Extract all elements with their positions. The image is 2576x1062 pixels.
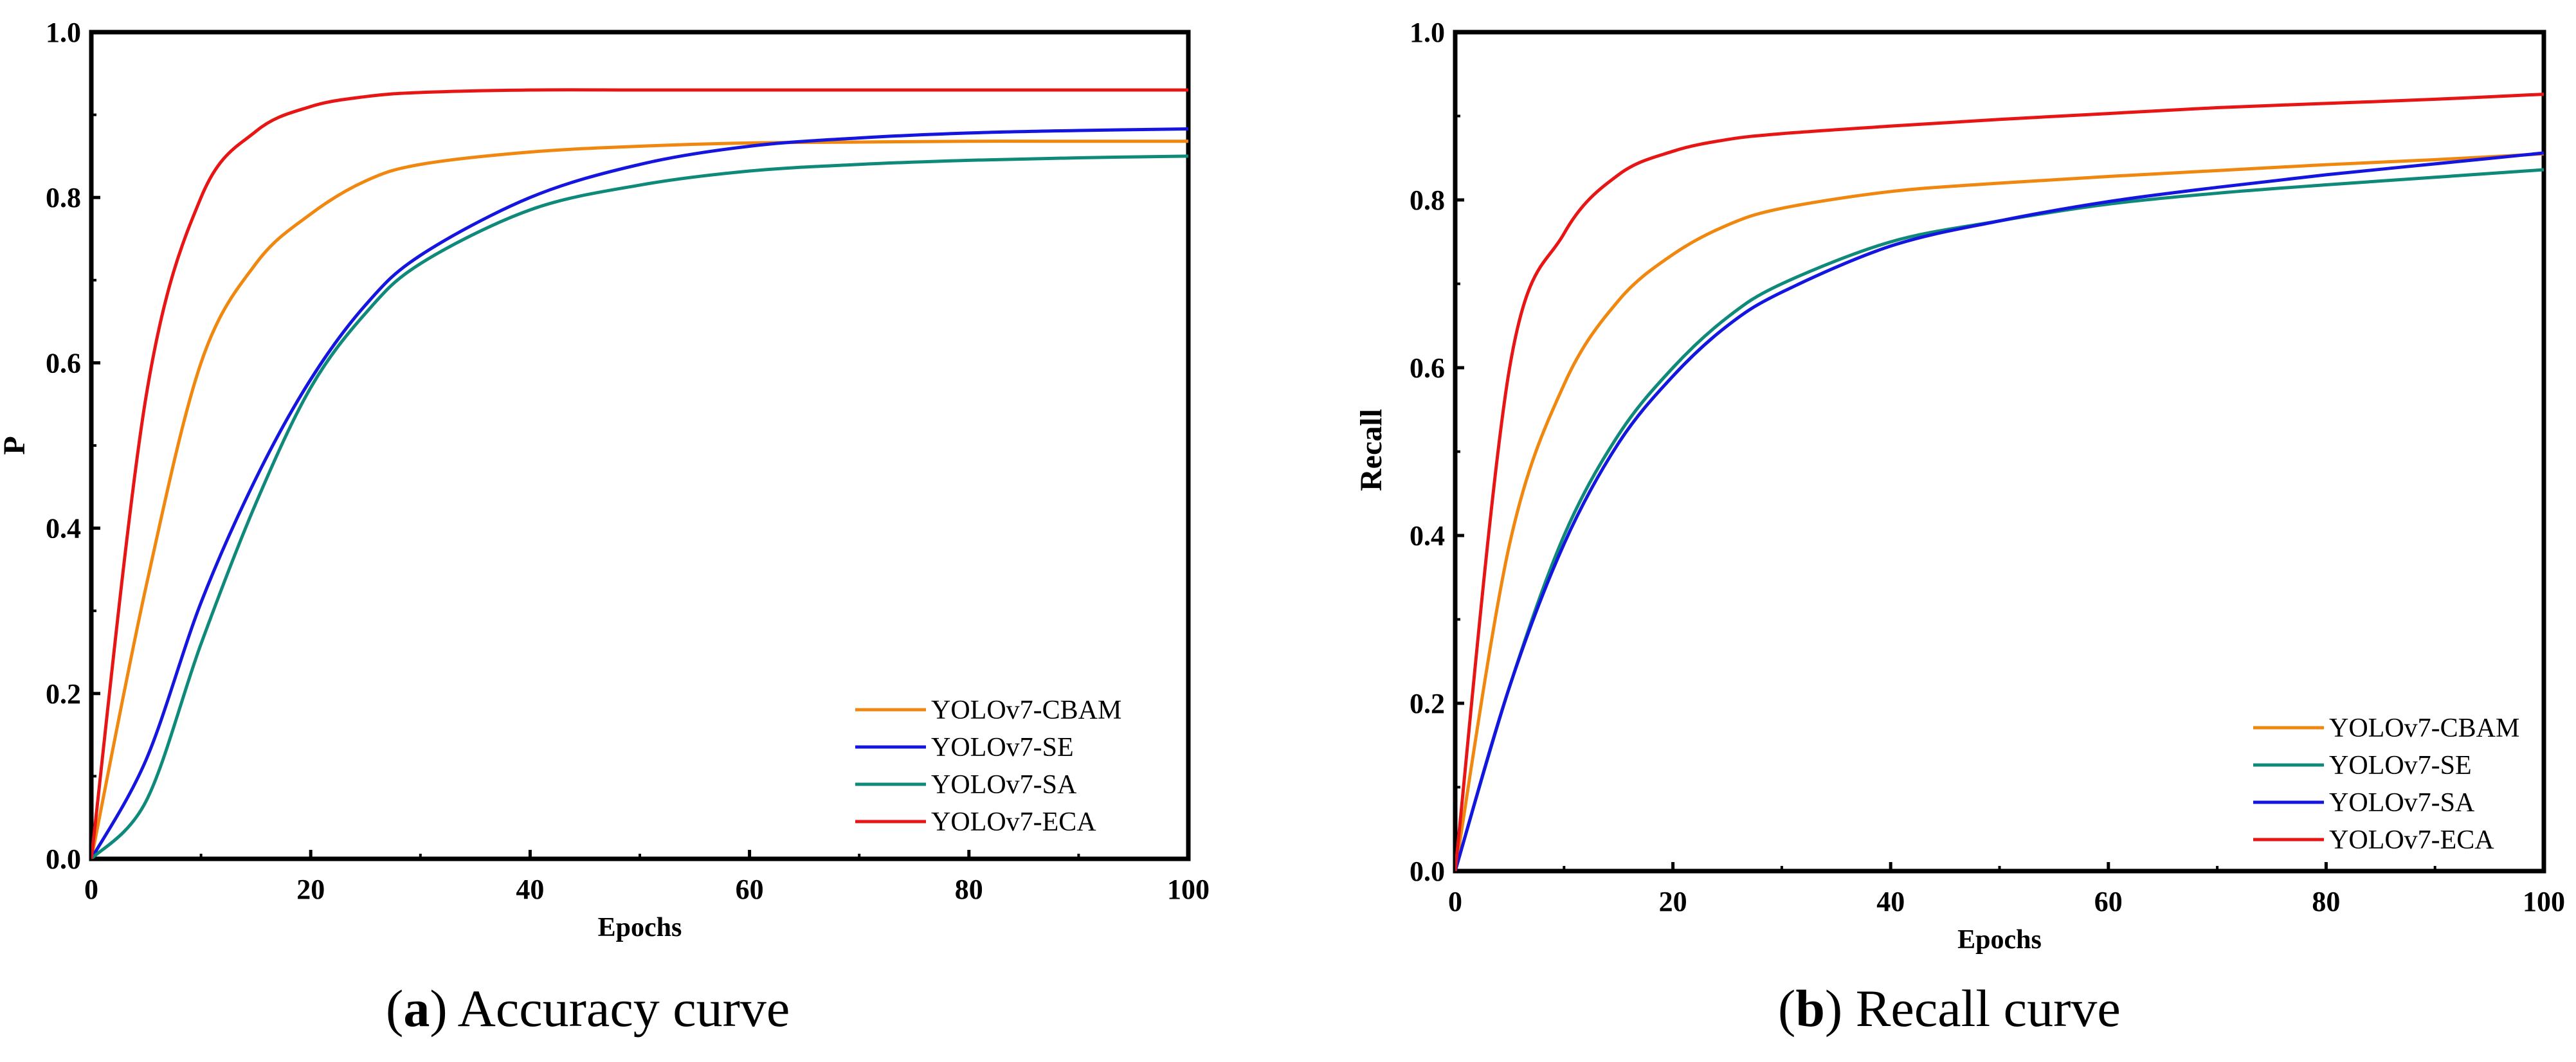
x-tick-label: 20: [1659, 886, 1687, 917]
x-tick-label: 60: [2094, 886, 2123, 917]
legend-label: YOLOv7-SE: [931, 733, 1074, 762]
x-tick-label: 60: [736, 874, 764, 905]
x-tick-label: 0: [84, 874, 98, 905]
caption-a-text: Accuracy curve: [457, 979, 790, 1038]
y-tick-label: 0.0: [46, 843, 81, 875]
caption-b-text: Recall curve: [1855, 979, 2121, 1038]
series-line-yolov7-cbam: [91, 140, 1188, 859]
series-line-yolov7-sa: [1455, 151, 2544, 871]
x-axis-label: Epochs: [598, 913, 682, 942]
y-tick-label: 0.0: [1410, 856, 1445, 887]
legend-label: YOLOv7-SA: [2329, 788, 2475, 818]
legend-label: YOLOv7-ECA: [2329, 825, 2494, 855]
x-tick-label: 40: [516, 874, 544, 905]
legend-label: YOLOv7-ECA: [931, 807, 1096, 837]
x-tick-label: 80: [2312, 886, 2340, 917]
chart-b: 0 20 40 60 80 100 0.0 0.2 0.4 0.6 0.8 1.0 Epochs Reca…: [1354, 17, 2565, 955]
series-line-yolov7-cbam: [1455, 152, 2544, 871]
x-tick-label: 40: [1876, 886, 1905, 917]
caption-b-letter: b: [1795, 979, 1825, 1038]
series-line-yolov7-sa: [91, 154, 1188, 859]
x-tick-label: 20: [296, 874, 325, 905]
x-tick-label: 100: [1167, 874, 1210, 905]
series-line-yolov7-se: [91, 127, 1188, 859]
caption-a: (a) Accuracy curve: [386, 979, 790, 1038]
y-tick-label: 0.8: [46, 182, 81, 213]
y-tick-label: 0.6: [1410, 352, 1445, 384]
series-line-yolov7-eca: [1455, 93, 2544, 871]
y-axis-label: P: [0, 436, 32, 455]
y-tick-label: 1.0: [1410, 17, 1445, 48]
caption-a-letter: a: [403, 979, 430, 1038]
legend-label: YOLOv7-CBAM: [2329, 714, 2519, 743]
legend-label: YOLOv7-SE: [2329, 751, 2472, 780]
legend-label: YOLOv7-CBAM: [931, 696, 1121, 725]
x-axis-label: Epochs: [1957, 925, 2042, 955]
y-tick-label: 0.2: [46, 678, 81, 710]
y-tick-label: 0.2: [1410, 688, 1445, 719]
y-axis-label: Recall: [1354, 409, 1388, 491]
plot-frame: [1453, 30, 2546, 874]
y-tick-label: 0.4: [46, 513, 81, 544]
x-tick-label: 0: [1448, 886, 1462, 917]
x-tick-label: 80: [955, 874, 983, 905]
caption-b: (b) Recall curve: [1778, 979, 2121, 1038]
series-line-yolov7-eca: [91, 88, 1188, 859]
y-tick-label: 0.6: [46, 347, 81, 379]
y-tick-label: 0.4: [1410, 520, 1445, 552]
series-line-yolov7-se: [1455, 168, 2544, 871]
x-tick-label: 100: [2523, 886, 2565, 917]
chart-a: 0 20 40 60 80 100 0.0 0.2 0.4 0.6 0.8 1.0 Epochs P YOL…: [0, 17, 1210, 942]
y-tick-label: 1.0: [46, 17, 81, 48]
y-tick-label: 0.8: [1410, 184, 1445, 216]
legend-label: YOLOv7-SA: [931, 770, 1077, 800]
